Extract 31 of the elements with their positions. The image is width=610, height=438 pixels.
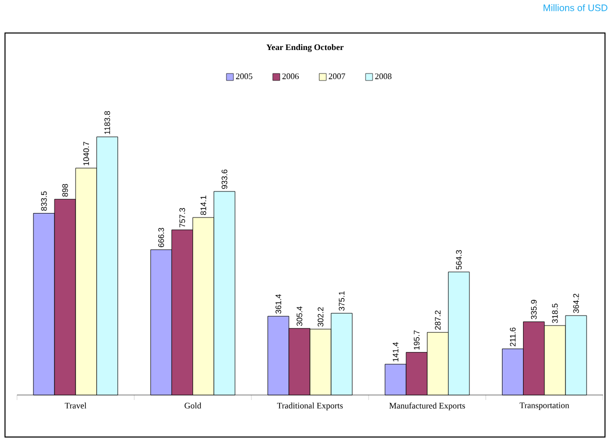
legend-label: 2007 [328,73,346,80]
legend-label: 2008 [375,73,392,80]
data-label: 364.2 [573,294,579,314]
data-label: 757.3 [179,208,186,228]
legend-label: 2005 [236,73,252,80]
data-label: 287.2 [434,310,441,330]
data-label: 898 [62,184,68,197]
text: Millions of USD [544,4,608,12]
x-tick-label: Traditional Exports [277,402,343,410]
data-label: 666.3 [158,228,164,248]
x-tick-label: Transportation [520,402,570,410]
data-label: 302.2 [318,307,324,327]
data-label: 375.1 [338,291,344,311]
data-label: 933.6 [222,170,228,189]
data-label: 211.6 [510,328,516,346]
data-label: 564.3 [456,250,462,270]
data-label: 1183.8 [104,111,110,134]
x-tick-label: Travel [64,402,86,408]
data-label: 141.4 [392,342,398,362]
data-label: 814.1 [200,196,206,215]
x-tick-label: Manufactured Exports [389,402,466,410]
data-label: 833.5 [41,191,47,211]
data-label: 361.4 [276,294,282,314]
chart-title: Year Ending October [266,44,344,52]
legend-label: 2006 [282,73,299,80]
data-label: 195.7 [414,330,420,350]
data-label: 1040.7 [83,142,89,166]
x-tick-label: Gold [184,402,202,408]
data-label: 318.5 [552,304,558,324]
data-label: 335.9 [531,300,537,320]
data-label: 305.4 [296,306,302,326]
